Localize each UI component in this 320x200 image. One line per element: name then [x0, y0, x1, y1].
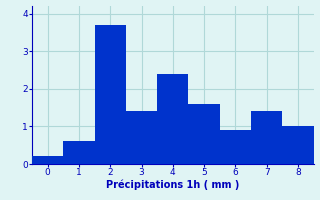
- Bar: [157, 74, 188, 164]
- Bar: [188, 104, 220, 164]
- Bar: [282, 126, 314, 164]
- X-axis label: Précipitations 1h ( mm ): Précipitations 1h ( mm ): [106, 180, 239, 190]
- Bar: [63, 141, 95, 164]
- Bar: [95, 25, 126, 164]
- Bar: [126, 111, 157, 164]
- Bar: [220, 130, 251, 164]
- Bar: [251, 111, 282, 164]
- Bar: [32, 156, 63, 164]
